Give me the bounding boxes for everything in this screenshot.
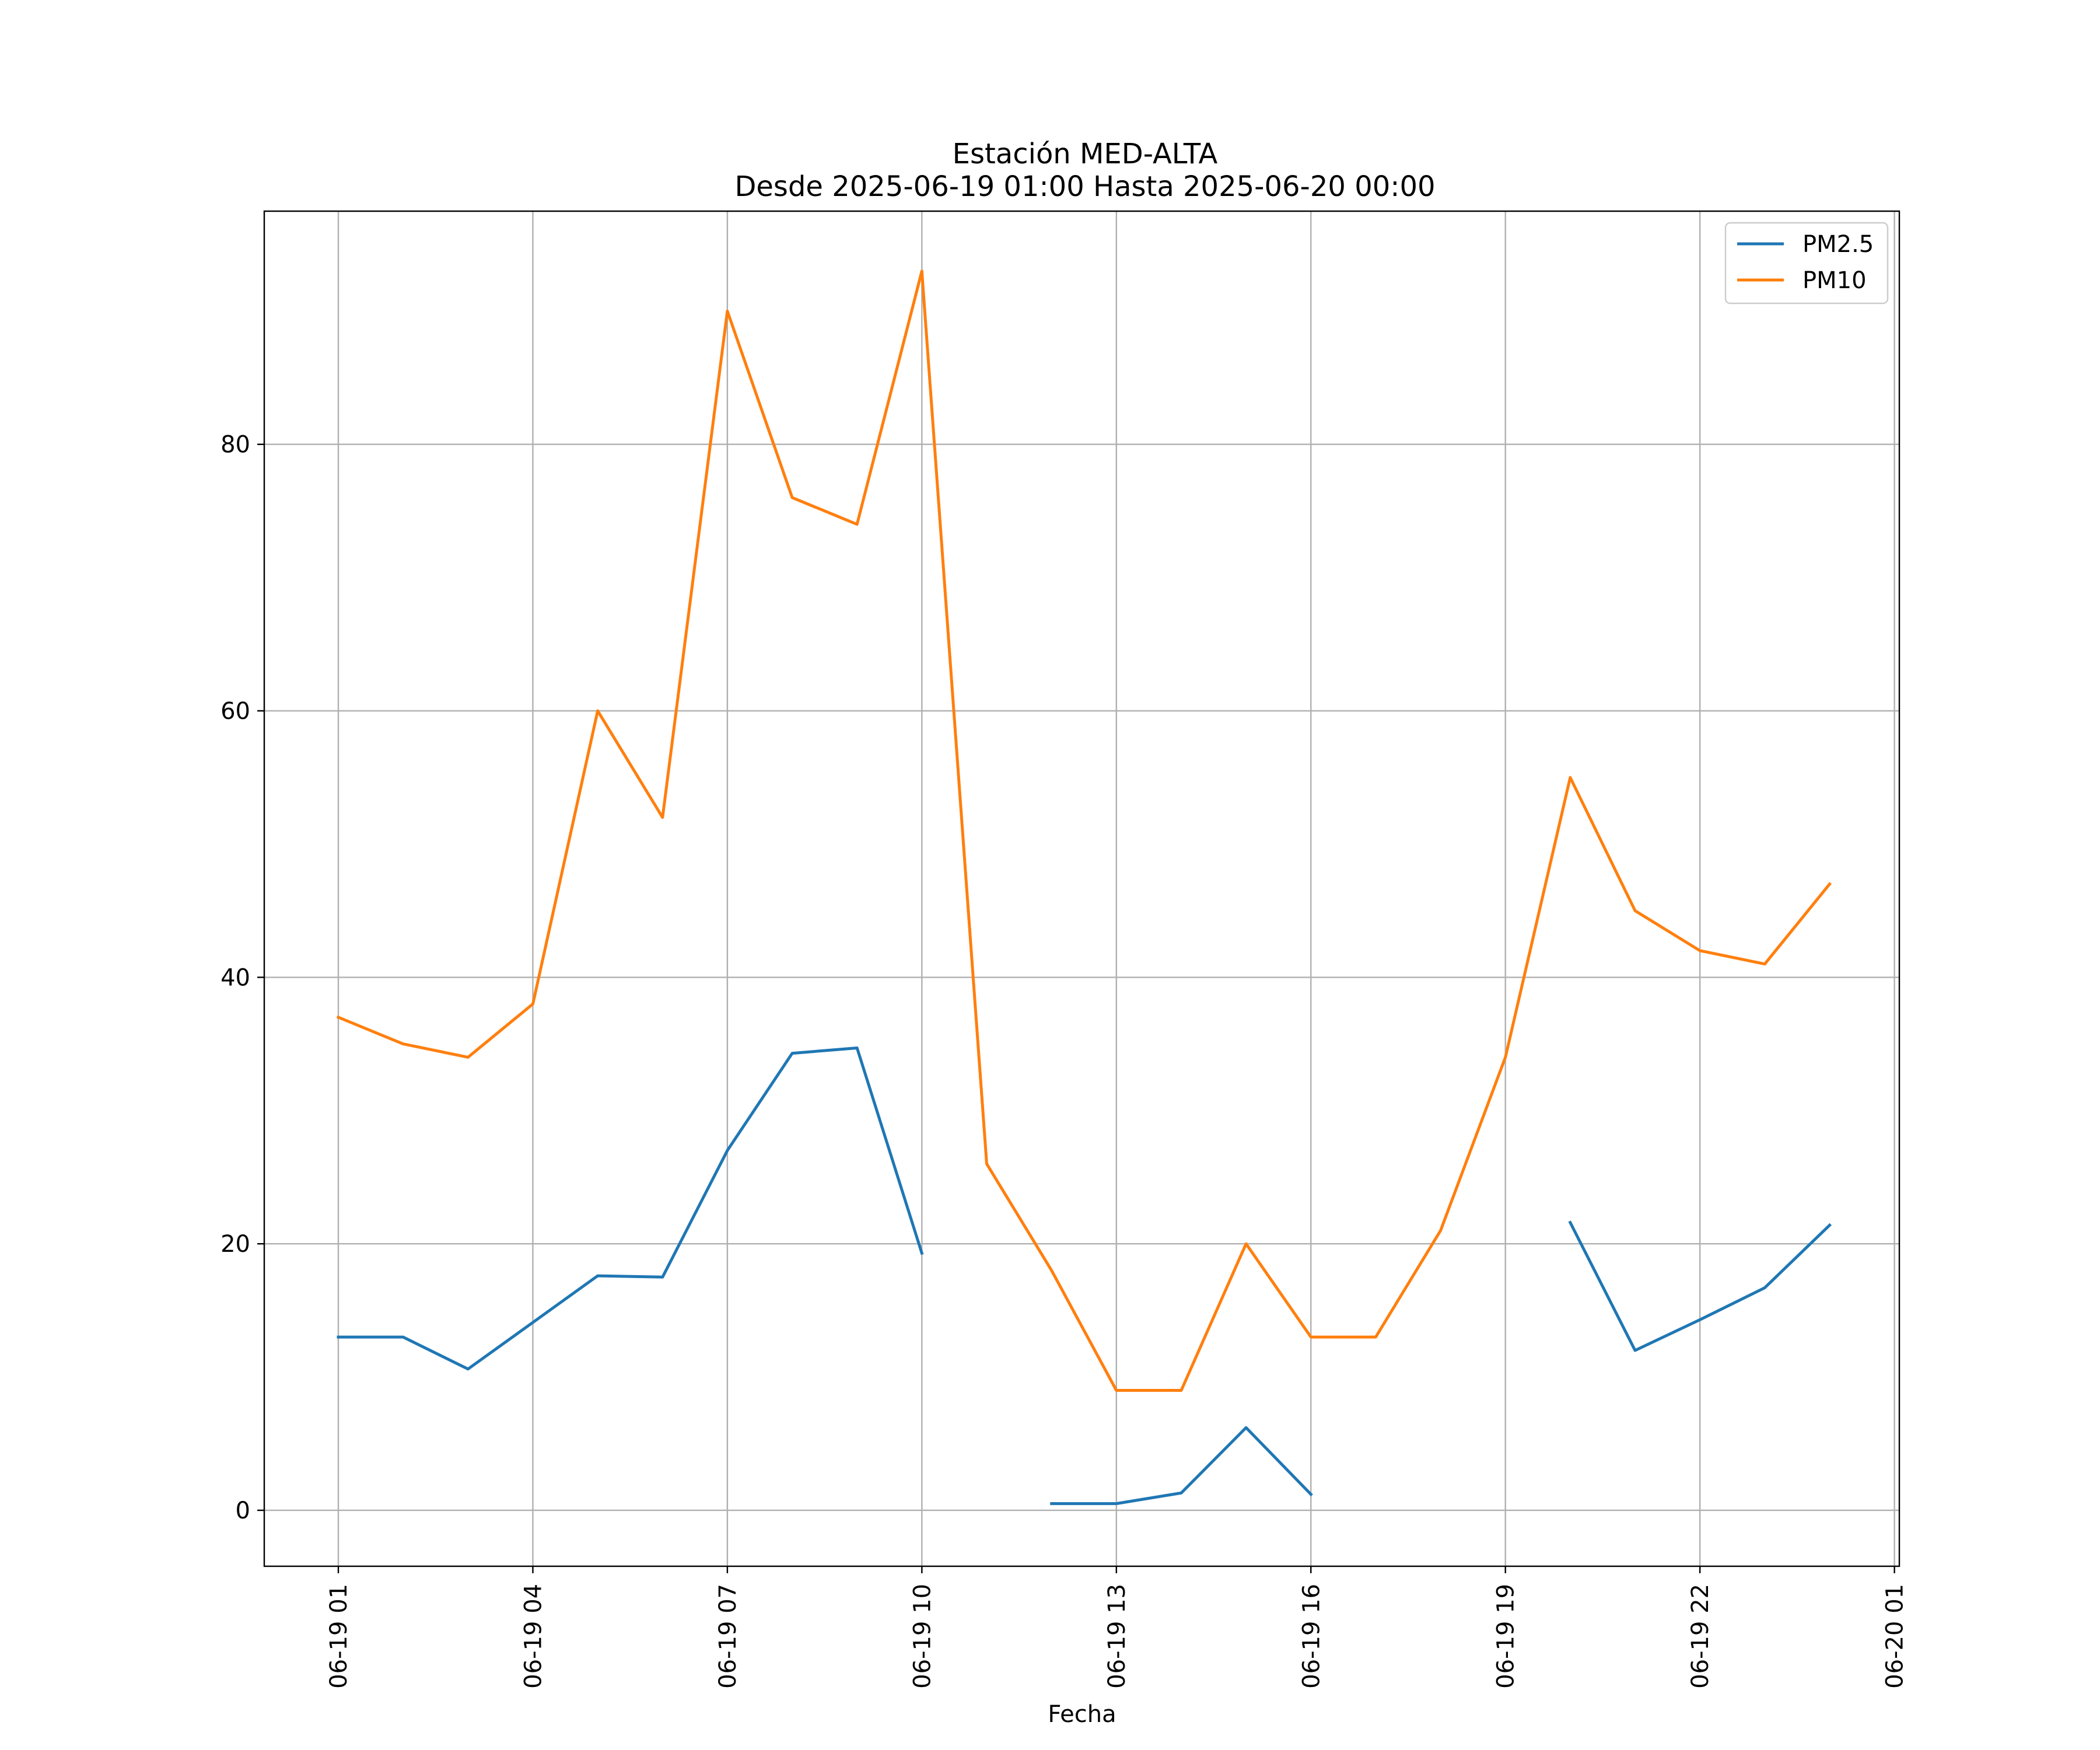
x-tick-label: 06-19 07 xyxy=(715,1584,741,1689)
y-tick-label: 20 xyxy=(220,1231,250,1258)
series-line-segment xyxy=(337,1046,924,1371)
series-line-segment xyxy=(1050,1426,1313,1506)
chart-title: Estación MED-ALTA xyxy=(953,138,1218,170)
series-pm25 xyxy=(337,1046,1832,1506)
y-tick-label: 0 xyxy=(236,1497,250,1524)
y-tick-label: 60 xyxy=(220,698,250,725)
series-line-segment xyxy=(1568,1220,1832,1352)
plot-frame xyxy=(263,210,1901,1567)
series-pm10 xyxy=(336,270,1832,1392)
x-tick-label: 06-19 16 xyxy=(1298,1584,1325,1689)
y-axis-ticks: 0 20 40 60 80 xyxy=(220,432,264,1524)
x-tick-label: 06-19 13 xyxy=(1104,1584,1130,1689)
x-tick-label: 06-20 01 xyxy=(1882,1584,1909,1689)
x-axis-label: Fecha xyxy=(1048,1701,1116,1728)
y-tick-label: 80 xyxy=(220,432,250,459)
series-line-segment xyxy=(336,270,1832,1392)
x-tick-label: 06-19 01 xyxy=(326,1584,352,1689)
legend-label-pm10: PM10 xyxy=(1803,267,1867,294)
x-axis-ticks: 06-19 01 06-19 04 06-19 07 06-19 10 06-19 13… xyxy=(326,1566,1909,1689)
legend-label-pm25: PM2.5 xyxy=(1803,231,1874,258)
y-tick-label: 40 xyxy=(220,964,250,991)
x-tick-label: 06-19 04 xyxy=(520,1584,547,1689)
legend: PM2.5 PM10 xyxy=(1724,222,1889,304)
x-tick-label: 06-19 22 xyxy=(1687,1584,1714,1689)
x-tick-label: 06-19 10 xyxy=(909,1584,936,1689)
chart-subtitle: Desde 2025-06-19 01:00 Hasta 2025-06-20 … xyxy=(734,170,1435,203)
x-tick-label: 06-19 19 xyxy=(1493,1584,1520,1689)
grid xyxy=(264,211,1899,1566)
series-lines xyxy=(336,270,1832,1506)
